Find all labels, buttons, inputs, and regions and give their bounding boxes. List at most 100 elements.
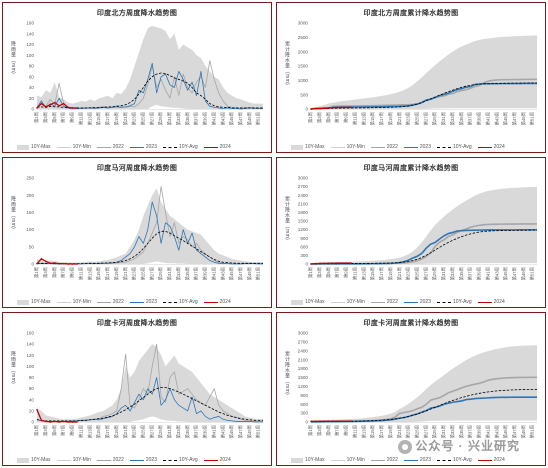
point-2024: [76, 263, 78, 265]
legend-item: 2023: [129, 144, 157, 150]
legend-swatch: [203, 459, 218, 461]
legend-swatch: [162, 301, 177, 303]
point-2024: [323, 420, 326, 423]
x-tick-label: 第41周: [484, 267, 491, 280]
x-tick-label: 第1周: [33, 112, 40, 123]
x-tick-label: 第39周: [202, 425, 209, 438]
legend-item: 2024: [203, 457, 231, 463]
legend-label: 2022: [386, 299, 398, 305]
x-tick-label: 第11周: [351, 267, 358, 280]
x-tick-label: 第41周: [484, 425, 491, 438]
legend-label: 10Y-Max: [31, 299, 51, 305]
y-axis-label: 累计降水量（mm）: [284, 41, 290, 89]
legend-label: 2022: [112, 144, 124, 150]
x-tick-label: 第13周: [360, 112, 367, 125]
x-tick-label: 第11周: [351, 425, 358, 438]
x-tick-label: 第23周: [405, 112, 412, 125]
y-tick-label: 80: [29, 64, 35, 69]
x-tick-label: 第23周: [131, 267, 138, 280]
y-axis-label: 累计降水量（mm）: [284, 351, 290, 399]
x-tick-label: 第17周: [378, 425, 385, 438]
point-2024: [332, 420, 334, 422]
x-tick-label: 第5周: [51, 425, 58, 436]
point-2024: [58, 262, 60, 265]
legend-swatch: [436, 459, 451, 461]
point-2024: [341, 106, 343, 109]
y-tick-label: 900: [300, 393, 308, 398]
legend-label: 2023: [419, 457, 431, 463]
series-10y-avg: [36, 387, 263, 422]
legend: 10Y-Max 10Y-Min 2022 2023 10Y-Avg 2024: [291, 457, 505, 463]
point-2024: [76, 421, 78, 423]
x-tick-label: 第51周: [255, 112, 262, 125]
legend-swatch: [162, 459, 177, 461]
x-tick-label: 第43周: [219, 112, 226, 125]
x-tick-label: 第9周: [69, 112, 76, 123]
x-tick-label: 第1周: [307, 267, 314, 278]
x-tick-label: 第5周: [51, 112, 58, 123]
chart-title: 印度北方周度降水趋势图: [96, 10, 178, 17]
x-tick-label: 第43周: [219, 267, 226, 280]
point-2024: [49, 103, 52, 106]
legend-item: 10Y-Min: [56, 457, 91, 463]
legend-label: 2024: [219, 144, 231, 150]
y-tick-label: 300: [300, 411, 308, 416]
series-10y-max: [37, 188, 263, 264]
legend-label: 10Y-Avg: [178, 299, 198, 305]
legend-swatch: [17, 457, 29, 463]
series-10y-max: [311, 345, 537, 422]
point-2024: [58, 421, 60, 423]
point-2024: [350, 106, 352, 109]
x-tick-label: 第33周: [449, 112, 456, 125]
x-tick-label: 第1周: [33, 425, 40, 436]
x-tick-label: 第37周: [467, 425, 474, 438]
x-tick-label: 第37周: [193, 425, 200, 438]
y-tick-label: 250: [26, 176, 34, 181]
x-tick-label: 第33周: [449, 267, 456, 280]
y-tick-label: 2400: [298, 193, 309, 198]
x-tick-label: 第13周: [86, 112, 93, 125]
point-2024: [40, 102, 43, 105]
legend-label: 2024: [219, 299, 231, 305]
legend-item: 10Y-Min: [56, 144, 91, 150]
y-tick-label: 1500: [298, 375, 309, 380]
y-tick-label: 2100: [298, 201, 309, 206]
y-tick-label: 0: [305, 107, 308, 112]
legend-swatch: [477, 146, 492, 148]
point-2024: [49, 262, 52, 265]
x-tick-label: 第1周: [33, 267, 40, 278]
x-tick-label: 第25周: [413, 267, 420, 280]
x-tick-label: 第37周: [467, 267, 474, 280]
x-tick-label: 第27周: [148, 112, 155, 125]
y-axis-label: 降雨量（mm）: [10, 351, 16, 388]
x-tick-label: 第15周: [95, 112, 102, 125]
point-2024: [319, 420, 321, 423]
x-tick-label: 第17周: [104, 112, 111, 125]
x-tick-label: 第47周: [237, 425, 244, 438]
legend-item: 2024: [203, 299, 231, 305]
x-tick-label: 第29周: [431, 267, 438, 280]
legend-swatch: [436, 146, 451, 148]
y-axis-label: 降雨量（mm）: [10, 41, 16, 78]
legend-item: 10Y-Avg: [436, 144, 472, 150]
legend-swatch: [403, 459, 418, 461]
legend-item: 10Y-Max: [17, 299, 51, 305]
x-tick-label: 第51周: [529, 425, 536, 438]
x-tick-label: 第23周: [405, 425, 412, 438]
y-tick-label: 2700: [298, 184, 309, 189]
legend-label: 10Y-Min: [346, 299, 365, 305]
point-2024: [53, 262, 56, 264]
y-tick-label: 100: [26, 53, 34, 58]
legend-item: 2022: [96, 457, 124, 463]
point-2024: [332, 106, 334, 109]
x-tick-label: 第13周: [360, 267, 367, 280]
y-axis-label: 累计降水量（mm）: [284, 196, 290, 244]
y-tick-label: 40: [29, 85, 35, 90]
legend-item: 10Y-Max: [17, 144, 51, 150]
x-tick-label: 第39周: [476, 267, 483, 280]
x-tick-label: 第19周: [113, 425, 120, 438]
watermark: 公众号 · 兴业研究: [398, 437, 520, 454]
x-tick-label: 第33周: [175, 267, 182, 280]
x-tick-label: 第5周: [325, 112, 332, 123]
legend-swatch: [477, 459, 492, 461]
